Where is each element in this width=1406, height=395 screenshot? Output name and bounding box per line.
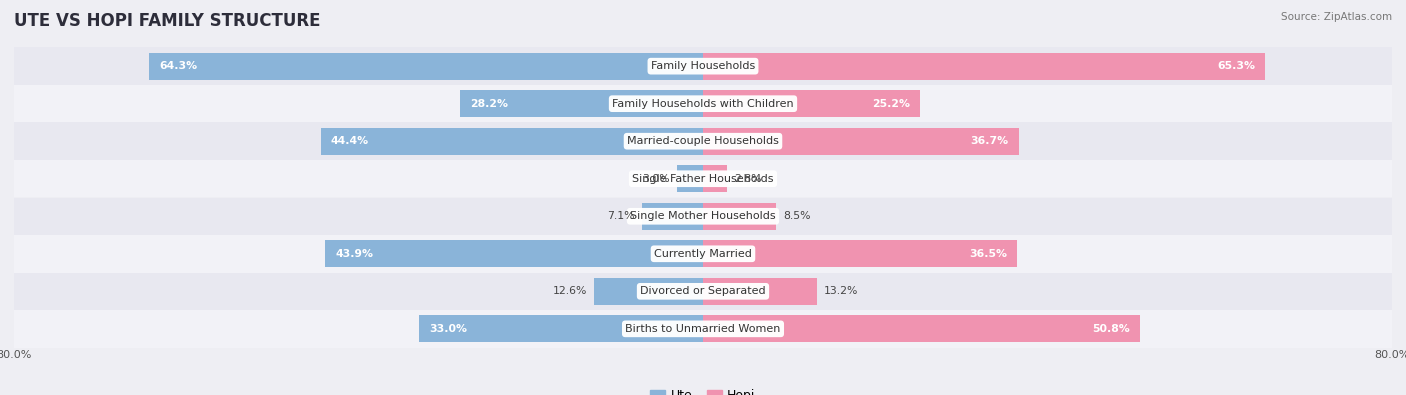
Text: Family Households: Family Households: [651, 61, 755, 71]
Bar: [703, 240, 1018, 267]
Bar: [321, 128, 703, 155]
Text: 25.2%: 25.2%: [872, 99, 910, 109]
Bar: [703, 315, 1140, 342]
Bar: [14, 160, 1392, 198]
Bar: [460, 90, 703, 117]
Text: 28.2%: 28.2%: [471, 99, 509, 109]
Text: Family Households with Children: Family Households with Children: [612, 99, 794, 109]
Text: 65.3%: 65.3%: [1218, 61, 1256, 71]
Bar: [14, 235, 1392, 273]
Text: 36.7%: 36.7%: [970, 136, 1008, 146]
Bar: [149, 53, 703, 80]
Bar: [643, 203, 703, 230]
Legend: Ute, Hopi: Ute, Hopi: [645, 384, 761, 395]
Bar: [703, 203, 776, 230]
Bar: [14, 122, 1392, 160]
Text: UTE VS HOPI FAMILY STRUCTURE: UTE VS HOPI FAMILY STRUCTURE: [14, 12, 321, 30]
Bar: [14, 273, 1392, 310]
Text: Single Mother Households: Single Mother Households: [630, 211, 776, 221]
Bar: [14, 85, 1392, 122]
Text: 12.6%: 12.6%: [553, 286, 588, 296]
Text: 8.5%: 8.5%: [783, 211, 811, 221]
Bar: [14, 198, 1392, 235]
Text: 36.5%: 36.5%: [969, 249, 1007, 259]
Text: 2.8%: 2.8%: [734, 174, 762, 184]
Bar: [703, 128, 1019, 155]
Bar: [14, 47, 1392, 85]
Bar: [703, 278, 817, 305]
Text: Single Father Households: Single Father Households: [633, 174, 773, 184]
Text: Source: ZipAtlas.com: Source: ZipAtlas.com: [1281, 12, 1392, 22]
Text: 3.0%: 3.0%: [643, 174, 671, 184]
Text: 13.2%: 13.2%: [824, 286, 858, 296]
Text: Divorced or Separated: Divorced or Separated: [640, 286, 766, 296]
Bar: [14, 310, 1392, 348]
Bar: [678, 165, 703, 192]
Text: 33.0%: 33.0%: [429, 324, 467, 334]
Text: 44.4%: 44.4%: [330, 136, 370, 146]
Text: Currently Married: Currently Married: [654, 249, 752, 259]
Text: Births to Unmarried Women: Births to Unmarried Women: [626, 324, 780, 334]
Bar: [703, 90, 920, 117]
Bar: [595, 278, 703, 305]
Bar: [325, 240, 703, 267]
Bar: [703, 165, 727, 192]
Bar: [419, 315, 703, 342]
Text: 50.8%: 50.8%: [1092, 324, 1130, 334]
Text: 7.1%: 7.1%: [607, 211, 636, 221]
Text: 43.9%: 43.9%: [335, 249, 373, 259]
Text: 64.3%: 64.3%: [160, 61, 198, 71]
Text: Married-couple Households: Married-couple Households: [627, 136, 779, 146]
Bar: [703, 53, 1265, 80]
